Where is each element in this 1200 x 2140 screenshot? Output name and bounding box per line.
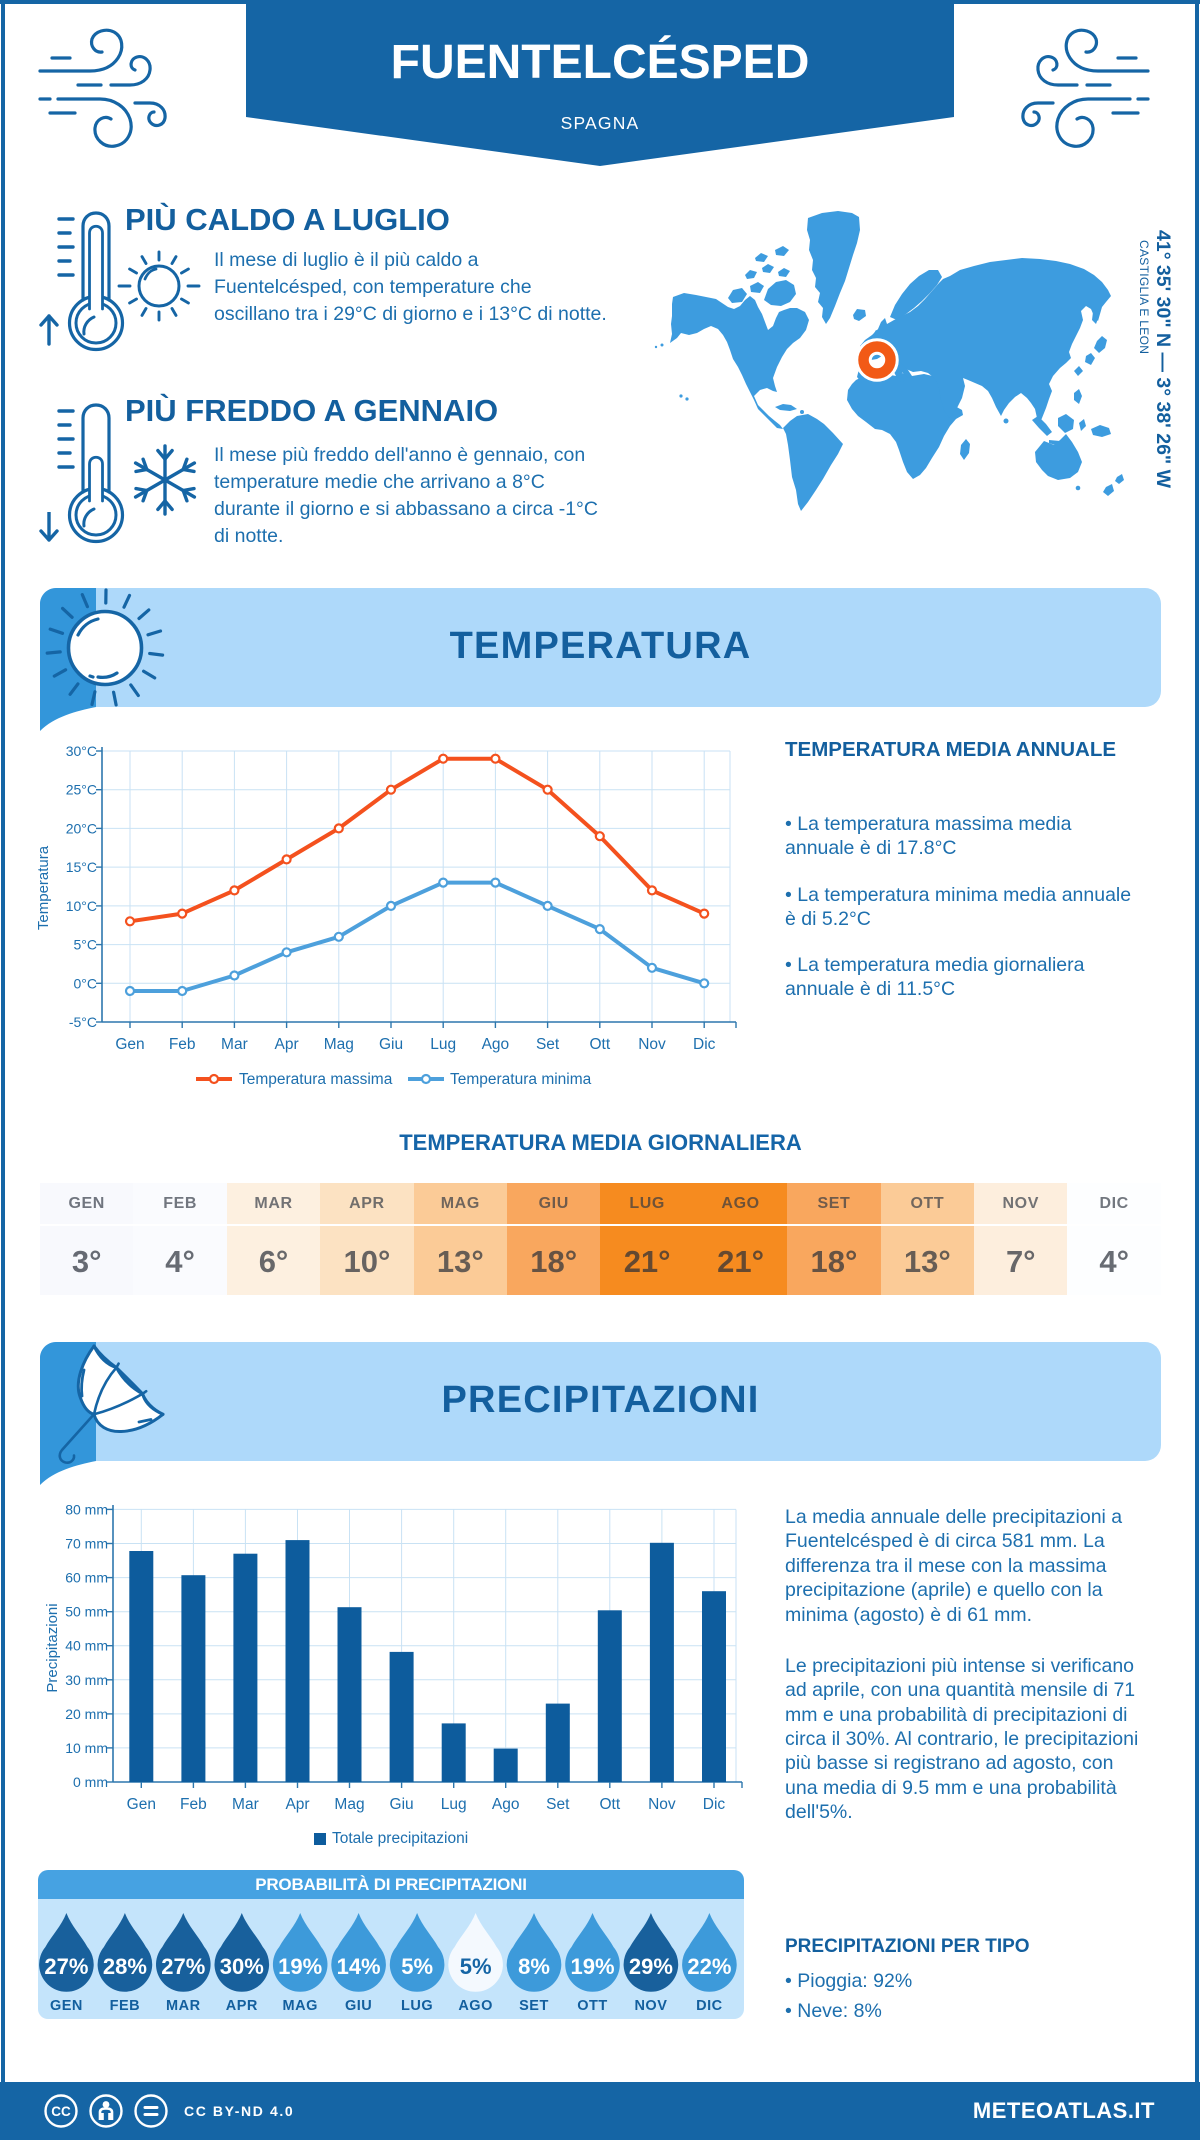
svg-text:-5°C: -5°C xyxy=(69,1014,97,1030)
svg-text:GIU: GIU xyxy=(345,1998,372,2014)
svg-text:15°C: 15°C xyxy=(66,859,97,875)
svg-text:AGO: AGO xyxy=(458,1998,493,2014)
svg-text:29%: 29% xyxy=(629,1954,673,1979)
svg-text:28%: 28% xyxy=(103,1954,147,1979)
svg-text:10 mm: 10 mm xyxy=(65,1740,108,1756)
svg-text:Temperatura: Temperatura xyxy=(35,845,52,930)
svg-text:Ago: Ago xyxy=(492,1796,520,1813)
svg-text:MAR: MAR xyxy=(166,1998,201,2014)
svg-text:Lug: Lug xyxy=(430,1036,456,1053)
svg-text:Gen: Gen xyxy=(127,1796,156,1813)
svg-text:Temperatura minima: Temperatura minima xyxy=(450,1071,592,1088)
svg-text:30°C: 30°C xyxy=(66,743,97,759)
svg-text:Feb: Feb xyxy=(180,1796,207,1813)
svg-text:5%: 5% xyxy=(460,1954,492,1979)
svg-text:70 mm: 70 mm xyxy=(65,1536,108,1552)
svg-text:Apr: Apr xyxy=(275,1036,299,1053)
svg-text:20 mm: 20 mm xyxy=(65,1706,108,1722)
svg-text:14%: 14% xyxy=(337,1954,381,1979)
svg-text:Nov: Nov xyxy=(648,1796,676,1813)
svg-text:CC: CC xyxy=(51,2104,71,2119)
svg-text:Lug: Lug xyxy=(441,1796,467,1813)
svg-text:Ott: Ott xyxy=(599,1796,620,1813)
svg-text:Giu: Giu xyxy=(379,1036,403,1053)
svg-text:Feb: Feb xyxy=(169,1036,196,1053)
svg-text:80 mm: 80 mm xyxy=(65,1501,108,1517)
svg-text:Ott: Ott xyxy=(589,1036,610,1053)
svg-text:30%: 30% xyxy=(220,1954,264,1979)
svg-text:5%: 5% xyxy=(401,1954,433,1979)
svg-text:Dic: Dic xyxy=(693,1036,716,1053)
svg-text:DIC: DIC xyxy=(696,1998,723,2014)
svg-text:Mar: Mar xyxy=(221,1036,248,1053)
svg-text:25°C: 25°C xyxy=(66,782,97,798)
svg-text:OTT: OTT xyxy=(577,1998,608,2014)
svg-text:Set: Set xyxy=(536,1036,560,1053)
svg-text:NOV: NOV xyxy=(634,1998,667,2014)
svg-text:5°C: 5°C xyxy=(74,937,98,953)
svg-text:Mar: Mar xyxy=(232,1796,259,1813)
svg-text:Temperatura massima: Temperatura massima xyxy=(239,1071,393,1088)
svg-text:19%: 19% xyxy=(278,1954,322,1979)
svg-text:8%: 8% xyxy=(518,1954,550,1979)
svg-text:Set: Set xyxy=(546,1796,570,1813)
svg-text:27%: 27% xyxy=(44,1954,88,1979)
svg-text:Dic: Dic xyxy=(703,1796,726,1813)
svg-text:Apr: Apr xyxy=(285,1796,309,1813)
svg-text:20°C: 20°C xyxy=(66,820,97,836)
svg-text:Giu: Giu xyxy=(390,1796,414,1813)
svg-text:Ago: Ago xyxy=(482,1036,510,1053)
svg-text:FEB: FEB xyxy=(110,1998,141,2014)
svg-text:APR: APR xyxy=(226,1998,258,2014)
svg-text:0 mm: 0 mm xyxy=(73,1774,108,1790)
svg-text:LUG: LUG xyxy=(401,1998,433,2014)
svg-text:Precipitazioni: Precipitazioni xyxy=(44,1603,61,1692)
svg-text:Mag: Mag xyxy=(334,1796,364,1813)
svg-text:10°C: 10°C xyxy=(66,898,97,914)
svg-text:40 mm: 40 mm xyxy=(65,1638,108,1654)
svg-text:Nov: Nov xyxy=(638,1036,666,1053)
svg-text:GEN: GEN xyxy=(50,1998,83,2014)
svg-text:Gen: Gen xyxy=(115,1036,144,1053)
svg-text:Mag: Mag xyxy=(324,1036,354,1053)
svg-text:27%: 27% xyxy=(161,1954,205,1979)
svg-text:22%: 22% xyxy=(687,1954,731,1979)
svg-text:19%: 19% xyxy=(570,1954,614,1979)
svg-text:MAG: MAG xyxy=(283,1998,318,2014)
svg-text:0°C: 0°C xyxy=(74,975,98,991)
svg-text:60 mm: 60 mm xyxy=(65,1570,108,1586)
svg-text:30 mm: 30 mm xyxy=(65,1672,108,1688)
svg-text:50 mm: 50 mm xyxy=(65,1604,108,1620)
svg-text:Totale precipitazioni: Totale precipitazioni xyxy=(332,1830,468,1847)
svg-text:SET: SET xyxy=(519,1998,549,2014)
